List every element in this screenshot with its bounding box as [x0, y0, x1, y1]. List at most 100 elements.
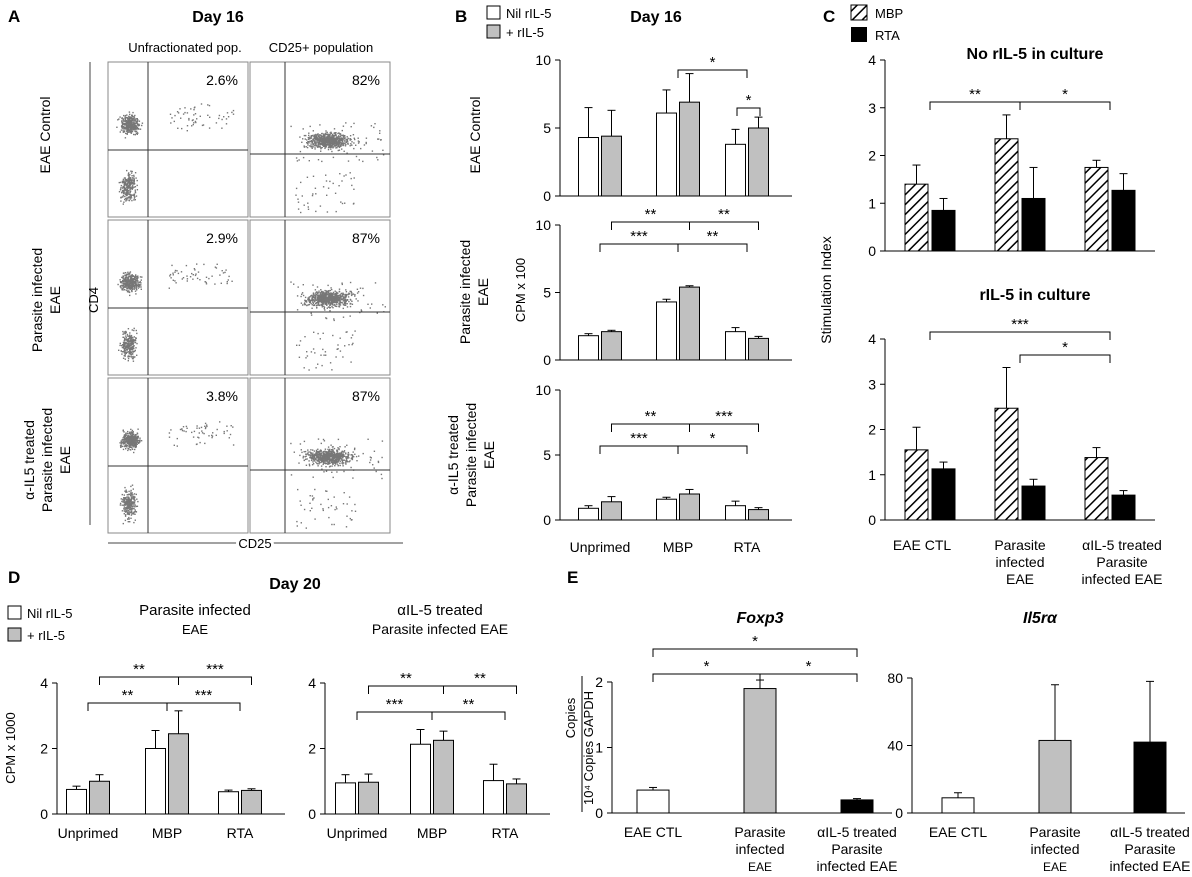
flow-dot [128, 180, 131, 182]
flow-dot [137, 281, 139, 283]
flow-dot [122, 190, 125, 192]
flow-dot [346, 138, 349, 141]
flow-dot [218, 114, 221, 117]
flow-dot [132, 121, 134, 124]
flow-dot [339, 299, 341, 301]
flow-dot [128, 502, 131, 504]
flow-dot [134, 192, 137, 194]
flow-dot [327, 446, 330, 448]
flow-dot [136, 184, 138, 187]
flow-dot [127, 521, 129, 523]
flow-dot [196, 425, 198, 427]
flow-dot [123, 435, 126, 437]
flow-dot [119, 442, 121, 444]
flow-dot [299, 454, 301, 457]
bar--ril-5-2 [241, 789, 262, 815]
flow-dot [129, 273, 131, 275]
flow-dot [119, 344, 121, 347]
flow-dot [133, 197, 136, 199]
flow-dot [322, 463, 324, 466]
y-tick-label: 5 [543, 447, 551, 463]
flow-dot [124, 444, 127, 447]
flow-dot [347, 456, 349, 458]
flow-dot [124, 338, 126, 340]
flow-dot [121, 346, 124, 349]
flow-dot [322, 303, 325, 305]
flow-dot [330, 292, 332, 294]
flow-dot [335, 456, 337, 459]
flow-dot [331, 465, 333, 467]
bar--ril-5-1 [679, 493, 700, 521]
flow-dot [331, 456, 334, 458]
flow-dot [327, 300, 329, 302]
flow-dot [362, 452, 364, 455]
flow-dot [325, 354, 327, 356]
panel-e: E Foxp3 Il5rα Copies 10⁴ Copies GAPDH 01… [563, 568, 1190, 874]
flow-dot [315, 449, 318, 452]
category-label: infected EAE [1082, 571, 1163, 587]
d1-cat-mbp: MBP [152, 825, 182, 841]
flow-dot [340, 297, 342, 299]
flow-dot [329, 452, 332, 454]
flow-dot [135, 511, 138, 513]
flow-dot [123, 190, 125, 192]
flow-dot [308, 160, 310, 162]
flow-dot [340, 145, 342, 147]
flow-dot [126, 130, 128, 132]
flow-dot [344, 446, 346, 448]
flow-dot [334, 140, 336, 142]
flow-dot [341, 144, 343, 146]
flow-dot [129, 130, 132, 133]
y-tick-label: 3 [868, 376, 876, 392]
flow-dot [330, 449, 333, 451]
flow-dot [331, 457, 333, 459]
flow-dot [365, 142, 367, 145]
flow-dot [127, 173, 130, 175]
flow-dot [347, 454, 350, 456]
flow-dot [328, 301, 331, 303]
flow-dot [127, 191, 129, 193]
flow-dot [339, 136, 341, 138]
flow-dot [127, 328, 130, 330]
flow-dot [331, 452, 333, 454]
flow-dot [125, 123, 128, 125]
flow-dot [123, 513, 125, 515]
flow-dot [328, 296, 330, 298]
flow-dot [136, 441, 138, 443]
flow-dot [134, 120, 137, 122]
flow-dot [130, 501, 132, 503]
flow-dot [309, 502, 311, 504]
flow-dot [170, 429, 172, 431]
flow-dot [131, 175, 133, 177]
flow-dot [323, 471, 325, 473]
legend-swatch-mbp [850, 4, 868, 21]
flow-dot [338, 303, 340, 305]
bar-nil-ril-5-1 [410, 743, 431, 815]
flow-dot [338, 132, 340, 134]
flow-dot [343, 296, 345, 298]
flow-dot [133, 511, 135, 513]
flow-dot [123, 508, 125, 510]
flow-dot [315, 454, 317, 456]
flow-dot [129, 186, 132, 189]
flow-dot [325, 138, 328, 140]
flow-dot [369, 307, 371, 309]
flow-dot [339, 144, 342, 147]
flow-dot [131, 122, 133, 124]
flow-dot [338, 135, 340, 137]
flow-dot [303, 134, 306, 137]
flow-dot [340, 201, 342, 203]
flow-dot [132, 284, 135, 287]
flow-dot [290, 281, 292, 283]
flow-dot [315, 210, 317, 213]
flow-dot [128, 118, 130, 120]
flow-dot [322, 296, 324, 299]
flow-dot [335, 140, 337, 143]
flow-dot [355, 298, 357, 300]
flow-dot [345, 456, 347, 458]
flow-dot [319, 134, 321, 136]
flow-dot [310, 314, 313, 316]
flow-dot [307, 202, 309, 204]
flow-dot [121, 180, 124, 183]
flow-dot [120, 350, 122, 352]
